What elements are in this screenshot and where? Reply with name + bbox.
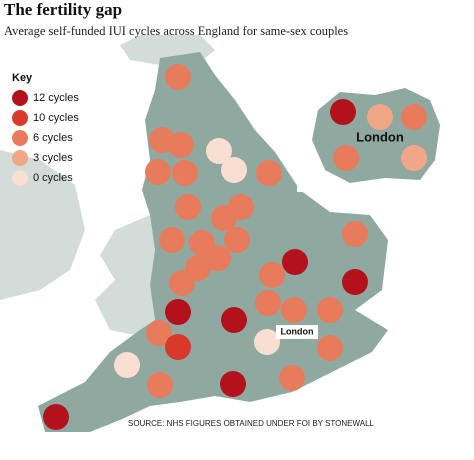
marker [342,269,368,295]
marker [205,245,231,271]
marker [401,104,427,130]
key-swatch [12,110,28,126]
marker [168,132,194,158]
marker [282,249,308,275]
key-label: 10 cycles [33,112,79,124]
marker [169,270,195,296]
marker [165,64,191,90]
marker [254,329,280,355]
key-swatch [12,130,28,146]
marker [228,194,254,220]
key-label: 0 cycles [33,172,73,184]
marker [43,404,69,430]
marker [401,145,427,171]
marker [281,297,307,323]
marker [220,371,246,397]
source: SOURCE: NHS FIGURES OBTAINED UNDER FOI B… [128,419,375,428]
key-label: 12 cycles [33,92,79,104]
marker [259,262,285,288]
marker [367,104,393,130]
marker [279,365,305,391]
marker [221,157,247,183]
marker [146,320,172,346]
map-label: London [281,326,314,336]
key-swatch [12,150,28,166]
subtitle: Average self-funded IUI cycles across En… [4,24,348,38]
key-label: 6 cycles [33,132,73,144]
marker [175,194,201,220]
marker [330,99,356,125]
marker [317,335,343,361]
inset-label: London [356,129,404,144]
marker [221,307,247,333]
ireland [0,150,85,300]
marker [165,299,191,325]
key-swatch [12,170,28,186]
marker [255,290,281,316]
title: The fertility gap [4,0,122,19]
marker [224,227,250,253]
marker [317,297,343,323]
marker [256,160,282,186]
marker [206,138,232,164]
key-label: 3 cycles [33,152,73,164]
key-swatch [12,90,28,106]
marker [159,227,185,253]
wales [95,215,155,335]
marker [333,145,359,171]
marker [172,160,198,186]
marker [342,221,368,247]
marker [147,372,173,398]
marker [145,159,171,185]
marker [165,334,191,360]
map-label-box [276,325,318,339]
key-heading: Key [12,72,33,84]
marker [114,352,140,378]
